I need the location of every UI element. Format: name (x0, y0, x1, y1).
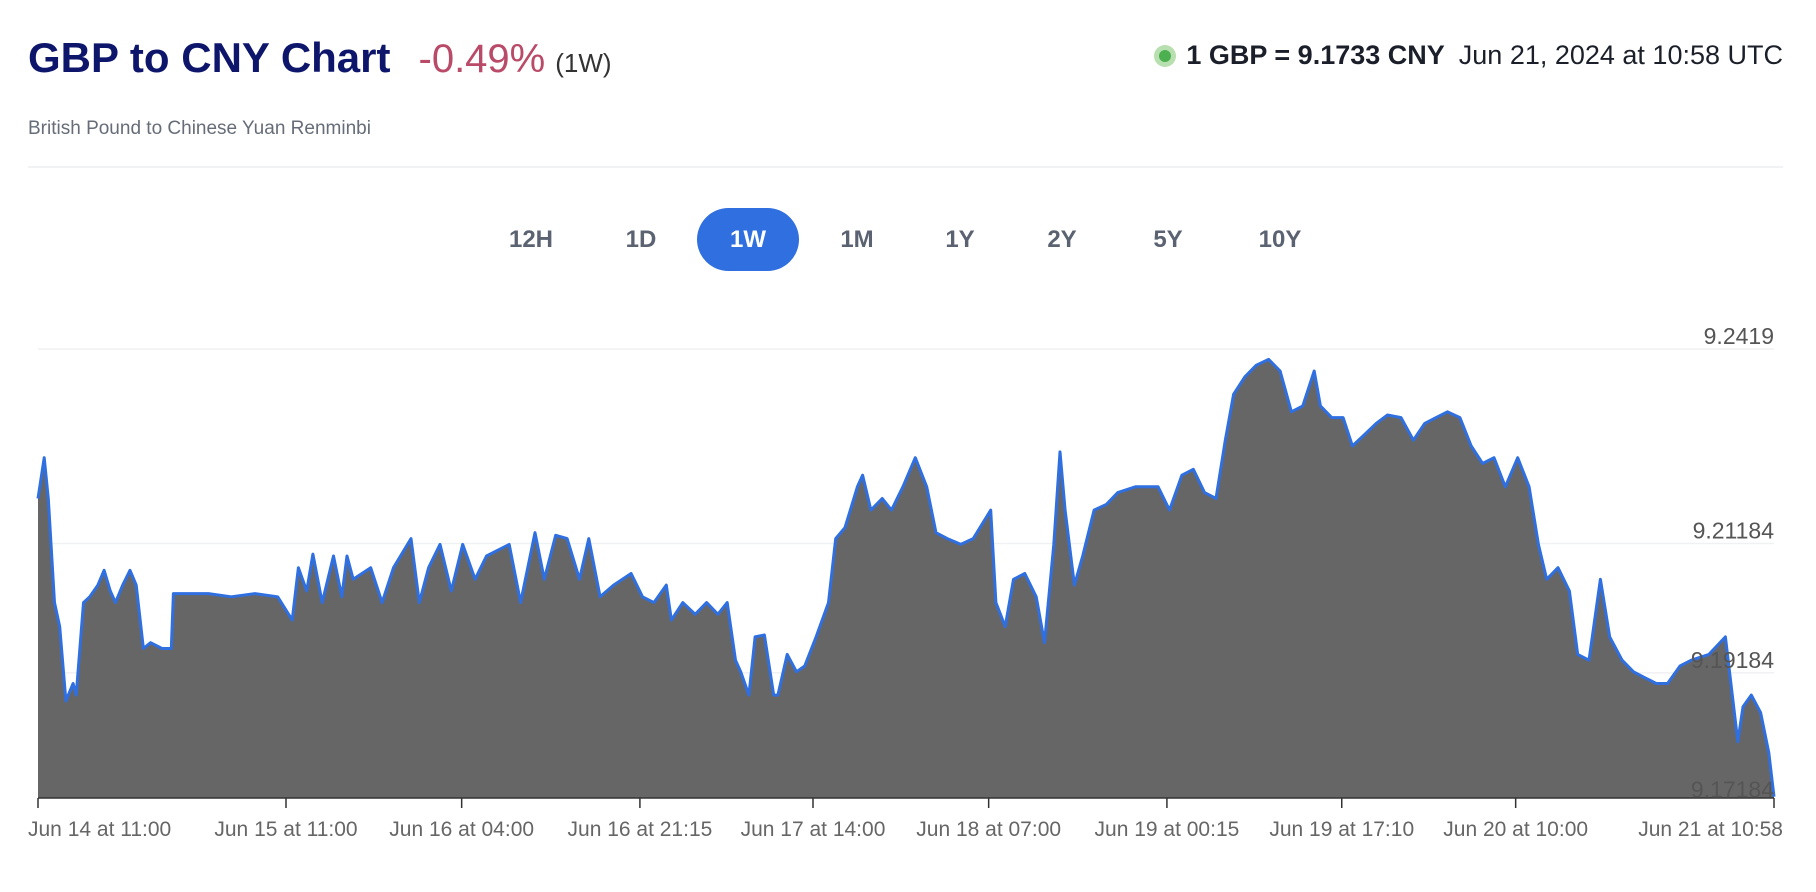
rate-line (36, 357, 1776, 797)
range-button-1w[interactable]: 1W (697, 208, 799, 271)
range-button-12h[interactable]: 12H (508, 225, 554, 253)
rate-timestamp: Jun 21, 2024 at 10:58 UTC (1458, 40, 1783, 70)
range-button-1y[interactable]: 1Y (945, 225, 975, 253)
x-tick-label: Jun 19 at 17:10 (1269, 818, 1414, 841)
page-title: GBP to CNY Chart (28, 34, 391, 81)
range-button-1d[interactable]: 1D (625, 225, 657, 253)
x-tick-label: Jun 16 at 21:15 (568, 818, 713, 841)
subtitle: British Pound to Chinese Yuan Renminbi (28, 118, 371, 139)
y-tick-label: 9.21184 (1693, 517, 1775, 543)
live-dot-icon (1159, 49, 1172, 62)
rate-value: 1 GBP = 9.1733 CNY (1186, 40, 1445, 70)
current-rate: 1 GBP = 9.1733 CNY Jun 21, 2024 at 10:58… (1159, 40, 1783, 71)
range-button-5y[interactable]: 5Y (1153, 225, 1183, 253)
x-tick-label: Jun 15 at 11:00 (214, 818, 357, 841)
x-tick-label: Jun 17 at 14:00 (741, 818, 886, 841)
x-tick-label: Jun 14 at 11:00 (28, 818, 171, 841)
percent-change: -0.49% (418, 37, 546, 81)
chart-header: GBP to CNY Chart -0.49% (1W) (28, 34, 612, 82)
divider (28, 166, 1783, 168)
x-tick-label: Jun 20 at 10:00 (1443, 818, 1588, 841)
range-button-2y[interactable]: 2Y (1047, 225, 1077, 253)
x-tick-label: Jun 16 at 04:00 (389, 818, 534, 841)
y-tick-label: 9.2419 (1704, 323, 1774, 349)
x-tick-label: Jun 18 at 07:00 (916, 818, 1061, 841)
area-fill (38, 359, 1774, 798)
y-tick-label: 9.17184 (1691, 776, 1774, 802)
period-label: (1W) (555, 48, 612, 78)
x-tick-label: Jun 21 at 10:58 (1638, 818, 1783, 841)
y-tick-label: 9.19184 (1691, 647, 1774, 673)
range-button-10y[interactable]: 10Y (1258, 225, 1302, 253)
x-tick-label: Jun 19 at 00:15 (1095, 818, 1240, 841)
range-button-1m[interactable]: 1M (840, 225, 874, 253)
